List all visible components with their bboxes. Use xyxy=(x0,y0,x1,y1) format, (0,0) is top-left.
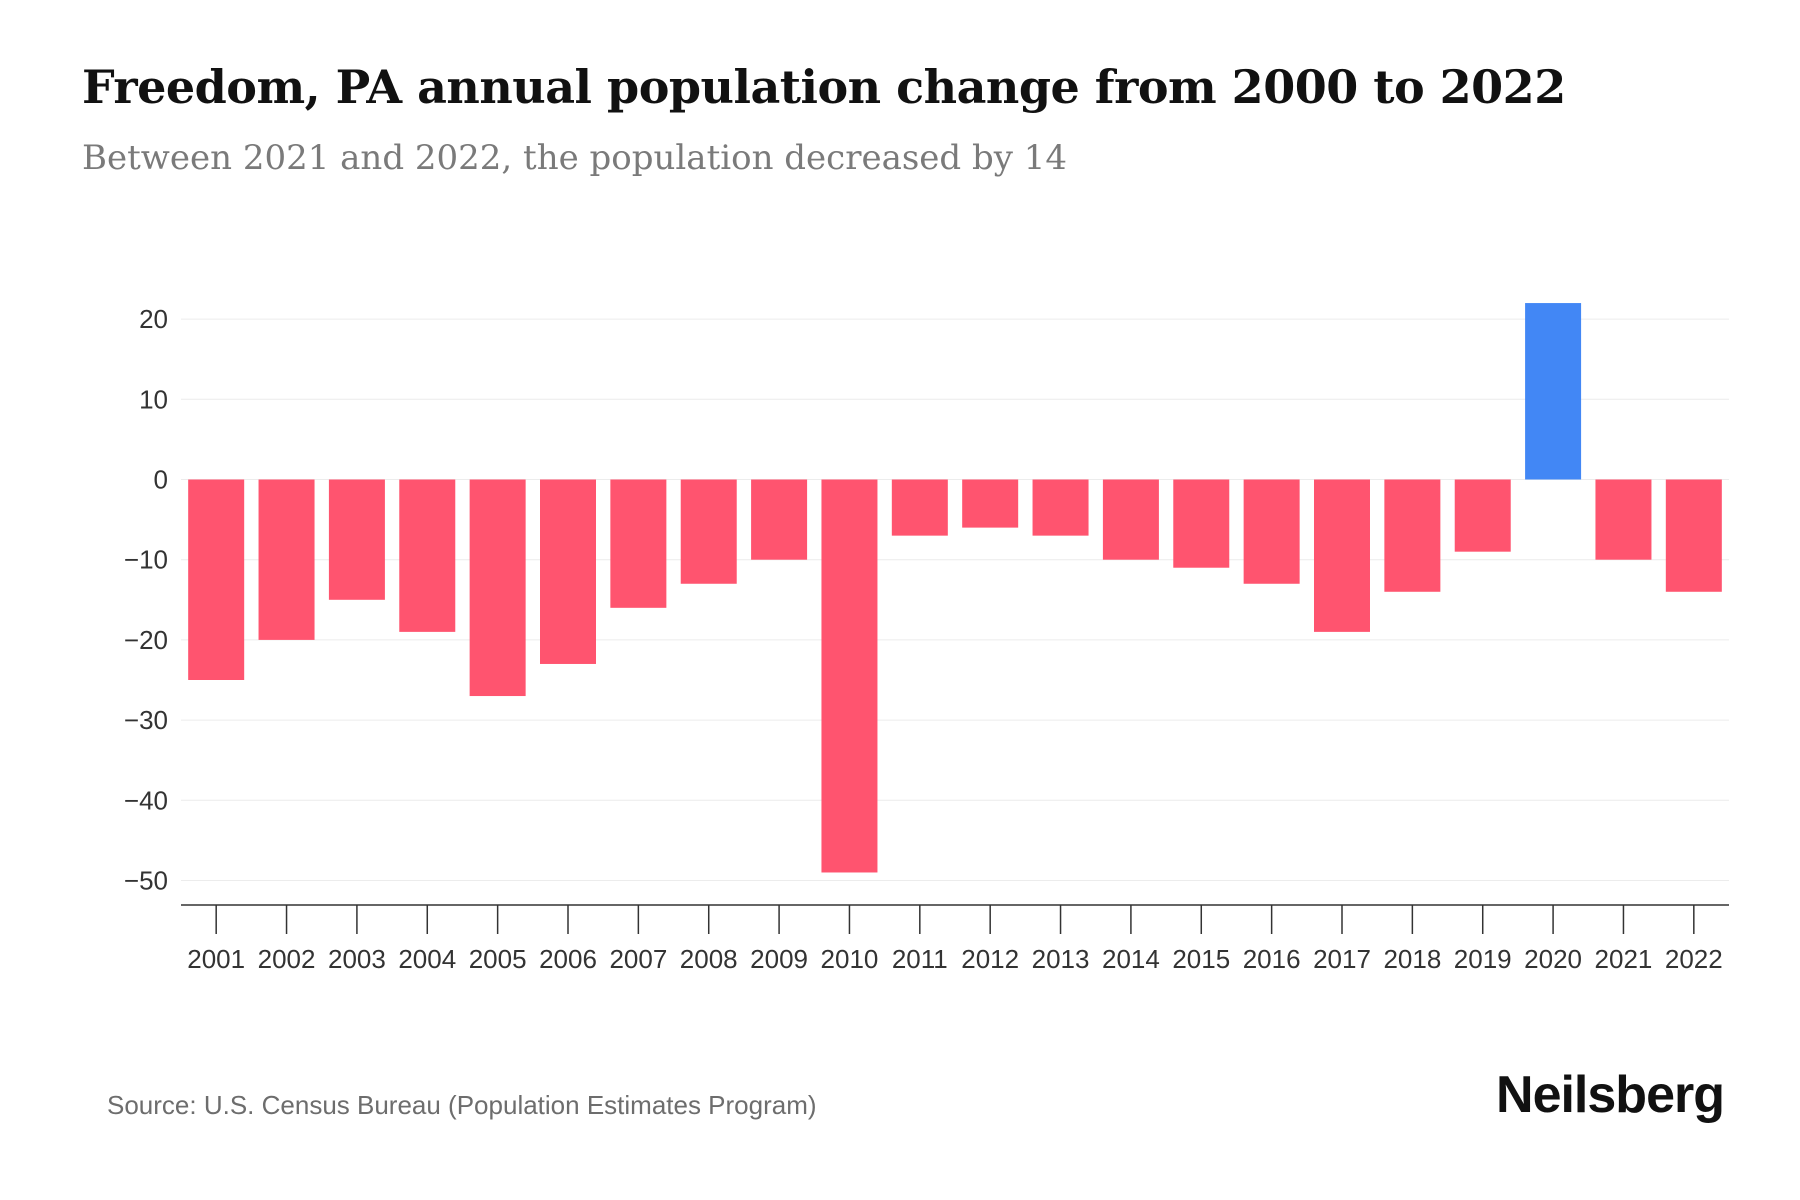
bar-2012 xyxy=(962,479,1019,528)
bar-2013 xyxy=(1032,479,1089,536)
bar-2002 xyxy=(258,479,315,640)
bar-2011 xyxy=(891,479,948,536)
brand-logo: Neilsberg xyxy=(1496,1066,1725,1124)
x-tick-label: 2019 xyxy=(1454,944,1512,974)
bar-2003 xyxy=(328,479,385,600)
x-tick-label: 2020 xyxy=(1524,944,1582,974)
x-tick-label: 2018 xyxy=(1383,944,1441,974)
bar-2009 xyxy=(751,479,808,560)
x-tick-label: 2015 xyxy=(1172,944,1230,974)
bar-2001 xyxy=(188,479,245,680)
y-axis-ticks: 20 10 0 −10 −20 −30 −40 −50 xyxy=(124,304,168,895)
x-tick-label: 2006 xyxy=(539,944,597,974)
y-tick-label: 10 xyxy=(139,384,168,414)
bar-2008 xyxy=(680,479,737,584)
bar-2005 xyxy=(469,479,526,697)
x-tick-label: 2002 xyxy=(258,944,316,974)
bar-2017 xyxy=(1314,479,1370,632)
x-tick-label: 2003 xyxy=(328,944,386,974)
gridlines xyxy=(181,318,1729,881)
x-tick-label: 2007 xyxy=(609,944,667,974)
bar-2014 xyxy=(1102,479,1159,560)
x-tick-label: 2010 xyxy=(821,944,879,974)
x-tick-label: 2022 xyxy=(1665,944,1723,974)
x-tick-label: 2013 xyxy=(1032,944,1090,974)
y-tick-label: −40 xyxy=(124,785,168,815)
bar-2004 xyxy=(399,479,456,632)
y-tick-label: 0 xyxy=(154,465,168,495)
bar-2020 xyxy=(1525,303,1582,480)
x-tick-label: 2014 xyxy=(1102,944,1160,974)
bar-2007 xyxy=(610,479,667,608)
x-axis: 2001 2002 2003 2004 2005 2006 2007 2008 2009 2010… xyxy=(181,904,1729,974)
x-tick-label: 2011 xyxy=(892,944,948,974)
x-tick-label: 2008 xyxy=(680,944,738,974)
bar-2021 xyxy=(1595,479,1652,560)
y-tick-label: −30 xyxy=(124,705,168,735)
bar-2018 xyxy=(1384,479,1441,592)
y-tick-label: 20 xyxy=(139,304,168,334)
bar-2015 xyxy=(1173,479,1230,568)
bar-2022 xyxy=(1665,479,1722,592)
y-tick-label: −20 xyxy=(124,625,168,655)
x-tick-label: 2012 xyxy=(961,944,1019,974)
x-tick-label: 2017 xyxy=(1313,944,1371,974)
x-tick-label: 2009 xyxy=(750,944,808,974)
bar-2006 xyxy=(540,479,596,664)
y-tick-label: −10 xyxy=(124,545,168,575)
y-tick-label: −50 xyxy=(124,866,168,896)
x-tick-label: 2005 xyxy=(469,944,527,974)
source-note: Source: U.S. Census Bureau (Population E… xyxy=(107,1090,817,1120)
chart-subtitle: Between 2021 and 2022, the population de… xyxy=(82,138,1068,178)
bar-2010 xyxy=(821,479,878,873)
x-tick-label: 2016 xyxy=(1243,944,1301,974)
x-tick-label: 2021 xyxy=(1595,944,1653,974)
bars xyxy=(188,303,1722,873)
bar-2016 xyxy=(1243,479,1300,584)
bar-2019 xyxy=(1454,479,1511,552)
x-tick-label: 2004 xyxy=(398,944,456,974)
x-tick-label: 2001 xyxy=(187,944,245,974)
chart-title: Freedom, PA annual population change fro… xyxy=(82,60,1566,114)
